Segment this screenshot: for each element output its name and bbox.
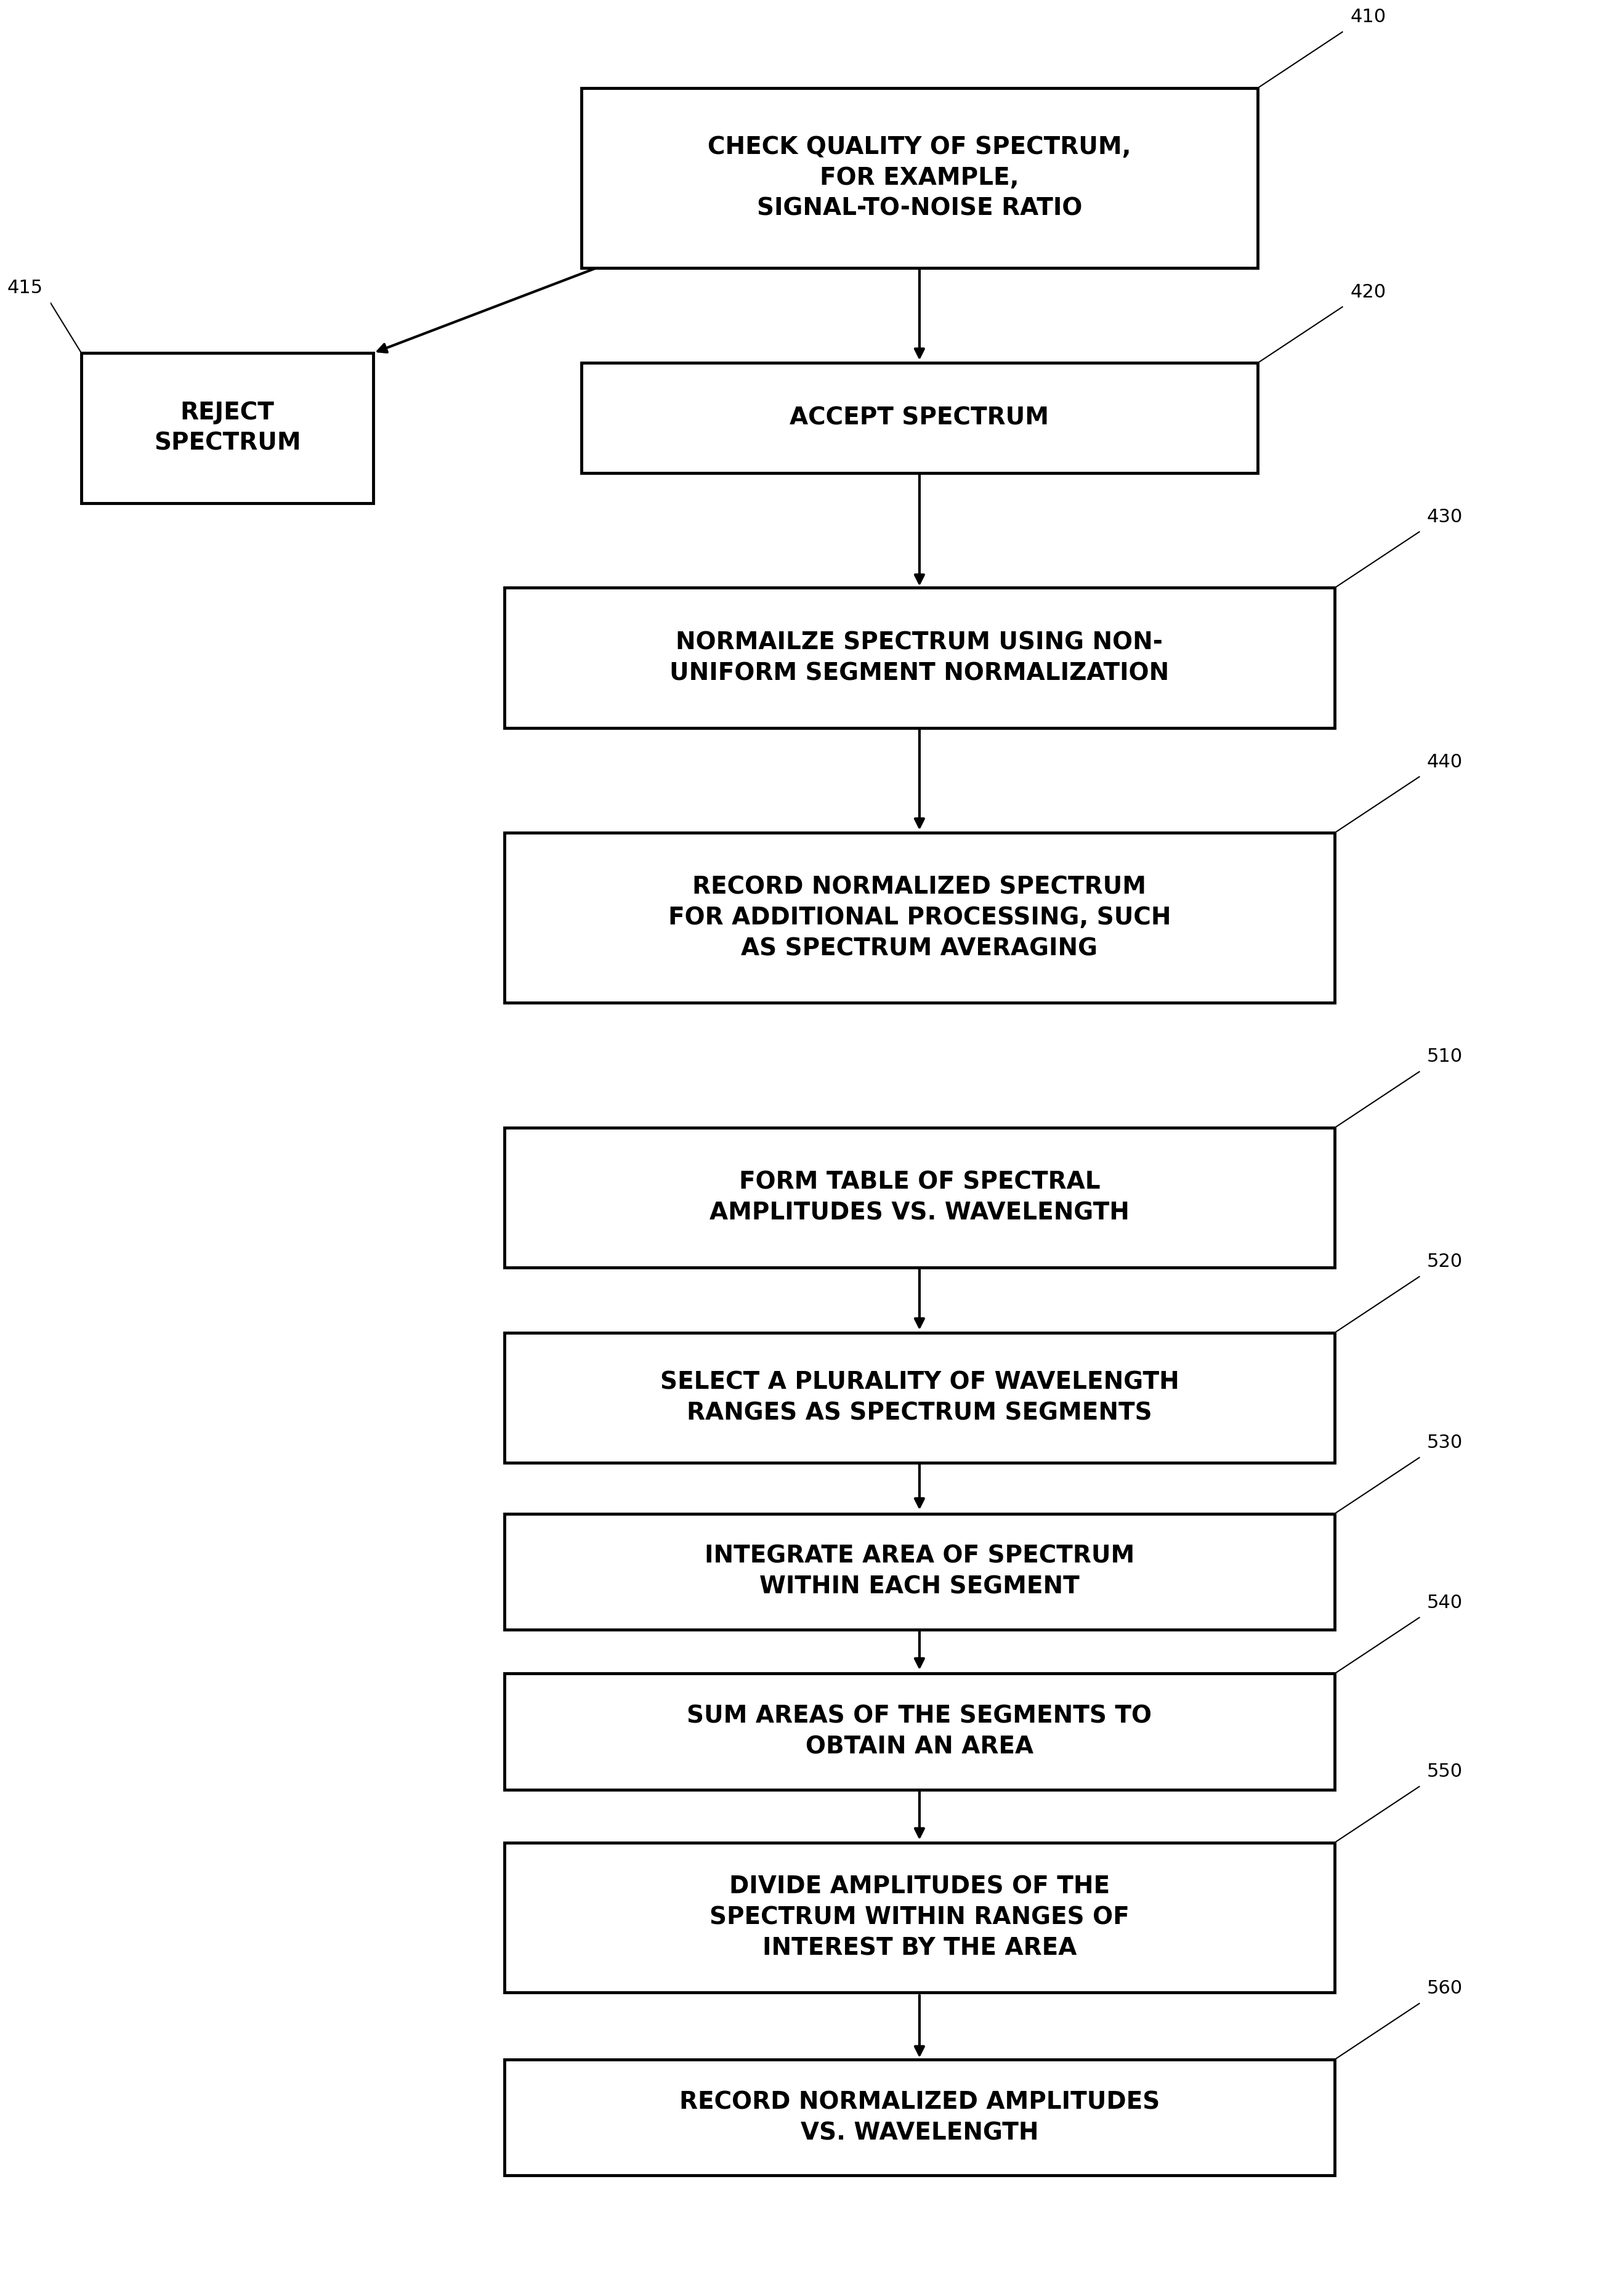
Text: 420: 420 [1349,282,1386,301]
Bar [581,87,1258,269]
Text: 510: 510 [1428,1047,1463,1065]
Text: INTEGRATE AREA OF SPECTRUM
WITHIN EACH SEGMENT: INTEGRATE AREA OF SPECTRUM WITHIN EACH S… [704,1545,1134,1598]
Text: CHECK QUALITY OF SPECTRUM,
FOR EXAMPLE,
SIGNAL-TO-NOISE RATIO: CHECK QUALITY OF SPECTRUM, FOR EXAMPLE, … [707,135,1131,220]
Text: 430: 430 [1428,507,1463,526]
Text: 410: 410 [1349,9,1386,25]
Bar [505,1513,1335,1630]
Bar [505,833,1335,1003]
Bar [81,354,374,503]
Text: FORM TABLE OF SPECTRAL
AMPLITUDES VS. WAVELENGTH: FORM TABLE OF SPECTRAL AMPLITUDES VS. WA… [709,1171,1129,1224]
Bar [505,1844,1335,1993]
Text: 540: 540 [1428,1593,1463,1612]
Text: RECORD NORMALIZED AMPLITUDES
VS. WAVELENGTH: RECORD NORMALIZED AMPLITUDES VS. WAVELEN… [679,2089,1159,2144]
Text: SUM AREAS OF THE SEGMENTS TO
OBTAIN AN AREA: SUM AREAS OF THE SEGMENTS TO OBTAIN AN A… [687,1704,1151,1759]
Bar [505,588,1335,728]
Text: 520: 520 [1428,1254,1463,1270]
Text: DIVIDE AMPLITUDES OF THE
SPECTRUM WITHIN RANGES OF
INTEREST BY THE AREA: DIVIDE AMPLITUDES OF THE SPECTRUM WITHIN… [709,1876,1129,1961]
Bar [581,363,1258,473]
Bar [505,1127,1335,1267]
Text: SELECT A PLURALITY OF WAVELENGTH
RANGES AS SPECTRUM SEGMENTS: SELECT A PLURALITY OF WAVELENGTH RANGES … [660,1371,1179,1426]
Text: ACCEPT SPECTRUM: ACCEPT SPECTRUM [791,406,1049,429]
Text: 550: 550 [1428,1763,1463,1782]
Text: NORMAILZE SPECTRUM USING NON-
UNIFORM SEGMENT NORMALIZATION: NORMAILZE SPECTRUM USING NON- UNIFORM SE… [669,631,1169,684]
Bar [505,1332,1335,1463]
Text: 560: 560 [1428,1979,1463,1998]
Bar [505,2060,1335,2177]
Text: 440: 440 [1428,753,1463,771]
Text: 415: 415 [6,280,43,296]
Text: RECORD NORMALIZED SPECTRUM
FOR ADDITIONAL PROCESSING, SUCH
AS SPECTRUM AVERAGING: RECORD NORMALIZED SPECTRUM FOR ADDITIONA… [668,875,1171,960]
Text: 530: 530 [1428,1433,1463,1451]
Bar [505,1674,1335,1789]
Text: REJECT
SPECTRUM: REJECT SPECTRUM [153,402,300,455]
